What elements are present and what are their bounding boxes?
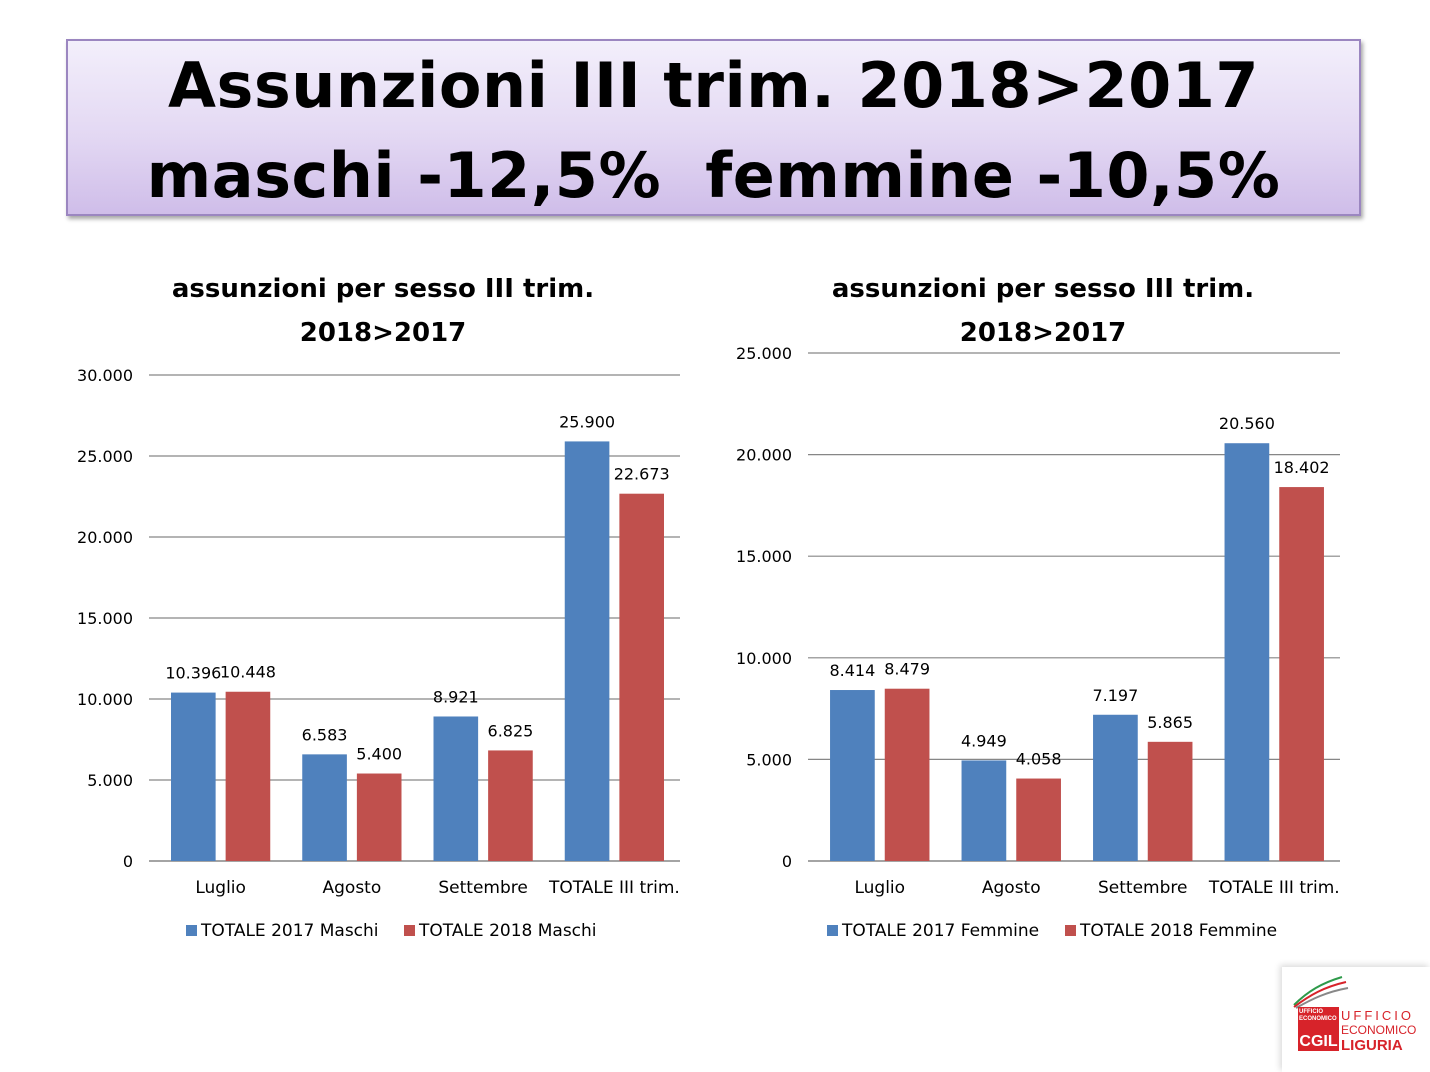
x-category-label: Luglio bbox=[195, 878, 246, 898]
bar bbox=[830, 690, 875, 861]
data-label: 25.900 bbox=[559, 412, 615, 431]
x-category-label: Settembre bbox=[438, 878, 527, 898]
legend-swatch bbox=[827, 925, 838, 936]
y-tick-label: 0 bbox=[123, 852, 133, 871]
bar bbox=[433, 716, 479, 861]
legend-swatch bbox=[404, 925, 415, 936]
bar bbox=[1016, 778, 1061, 861]
x-category-label: Agosto bbox=[982, 878, 1041, 898]
chart-title-line: assunzioni per sesso III trim. bbox=[172, 274, 594, 304]
data-label: 22.673 bbox=[614, 465, 670, 484]
data-label: 8.479 bbox=[884, 660, 930, 679]
data-label: 18.402 bbox=[1274, 458, 1330, 477]
x-category-label: Settembre bbox=[1098, 878, 1187, 898]
bar bbox=[302, 754, 347, 861]
legend-label: TOTALE 2017 Maschi bbox=[200, 921, 379, 941]
bar bbox=[171, 692, 216, 861]
data-label: 5.400 bbox=[356, 745, 402, 764]
title-banner: Assunzioni III trim. 2018>2017 maschi -1… bbox=[66, 39, 1361, 216]
data-label: 20.560 bbox=[1219, 414, 1275, 433]
x-category-label: Agosto bbox=[323, 878, 382, 898]
chart-title-line: assunzioni per sesso III trim. bbox=[832, 274, 1254, 304]
chart-title-line: 2018>2017 bbox=[300, 318, 467, 348]
bar bbox=[1279, 487, 1324, 861]
chart-title-line: 2018>2017 bbox=[960, 318, 1127, 348]
bar bbox=[225, 691, 271, 861]
logo-small-text: UFFICIO ECONOMICO bbox=[1299, 1009, 1337, 1022]
legend-label: TOTALE 2018 Maschi bbox=[418, 921, 597, 941]
data-label: 6.583 bbox=[302, 725, 348, 744]
logo-line-1: UFFICIO bbox=[1341, 1008, 1414, 1023]
data-label: 5.865 bbox=[1147, 713, 1193, 732]
y-tick-label: 20.000 bbox=[736, 446, 792, 465]
data-label: 4.949 bbox=[961, 731, 1007, 750]
chart-females: assunzioni per sesso III trim. 2018>2017 0… bbox=[736, 274, 1340, 941]
bar bbox=[961, 760, 1007, 861]
y-tick-label: 15.000 bbox=[77, 609, 133, 628]
bar bbox=[1147, 741, 1193, 861]
y-tick-label: 25.000 bbox=[77, 447, 133, 466]
bar bbox=[1224, 443, 1270, 861]
logo-text: UFFICIO ECONOMICO LIGURIA bbox=[1341, 1008, 1417, 1054]
data-label: 7.197 bbox=[1092, 686, 1138, 705]
data-label: 10.448 bbox=[220, 663, 276, 682]
logo-stripes-icon bbox=[1293, 976, 1349, 1009]
logo-line-2: ECONOMICO bbox=[1341, 1023, 1417, 1037]
y-tick-label: 25.000 bbox=[736, 344, 792, 363]
legend-swatch bbox=[186, 925, 197, 936]
cgil-liguria-logo: UFFICIO ECONOMICO CGIL UFFICIO ECONOMICO… bbox=[1282, 967, 1430, 1072]
bar bbox=[488, 750, 533, 861]
y-tick-label: 5.000 bbox=[746, 750, 792, 769]
bar bbox=[356, 773, 402, 861]
bar bbox=[564, 441, 610, 861]
chart-males: assunzioni per sesso III trim. 2018>2017 0… bbox=[77, 274, 680, 941]
y-tick-label: 30.000 bbox=[77, 366, 133, 385]
x-category-label: TOTALE III trim. bbox=[548, 878, 680, 898]
data-label: 8.414 bbox=[829, 661, 875, 680]
bar bbox=[1093, 714, 1138, 861]
logo-mark: UFFICIO ECONOMICO CGIL bbox=[1298, 1007, 1339, 1051]
bar bbox=[884, 688, 930, 861]
x-category-label: Luglio bbox=[854, 878, 905, 898]
page-title-line-2: maschi -12,5% femmine -10,5% bbox=[146, 139, 1281, 212]
y-tick-label: 20.000 bbox=[77, 528, 133, 547]
y-tick-label: 10.000 bbox=[77, 690, 133, 709]
data-label: 6.825 bbox=[488, 721, 534, 740]
y-tick-label: 0 bbox=[782, 852, 792, 871]
logo-line-3: LIGURIA bbox=[1341, 1037, 1403, 1054]
data-label: 8.921 bbox=[433, 687, 479, 706]
x-category-label: TOTALE III trim. bbox=[1208, 878, 1340, 898]
data-label: 10.396 bbox=[165, 664, 221, 683]
legend-swatch bbox=[1065, 925, 1076, 936]
legend-label: TOTALE 2018 Femmine bbox=[1079, 921, 1277, 941]
y-tick-label: 10.000 bbox=[736, 649, 792, 668]
y-tick-label: 15.000 bbox=[736, 547, 792, 566]
legend-label: TOTALE 2017 Femmine bbox=[841, 921, 1039, 941]
page-title-line-1: Assunzioni III trim. 2018>2017 bbox=[167, 49, 1260, 122]
data-label: 4.058 bbox=[1016, 750, 1062, 769]
bar bbox=[619, 493, 664, 861]
y-tick-label: 5.000 bbox=[87, 771, 133, 790]
logo-cgil-text: CGIL bbox=[1299, 1033, 1338, 1050]
